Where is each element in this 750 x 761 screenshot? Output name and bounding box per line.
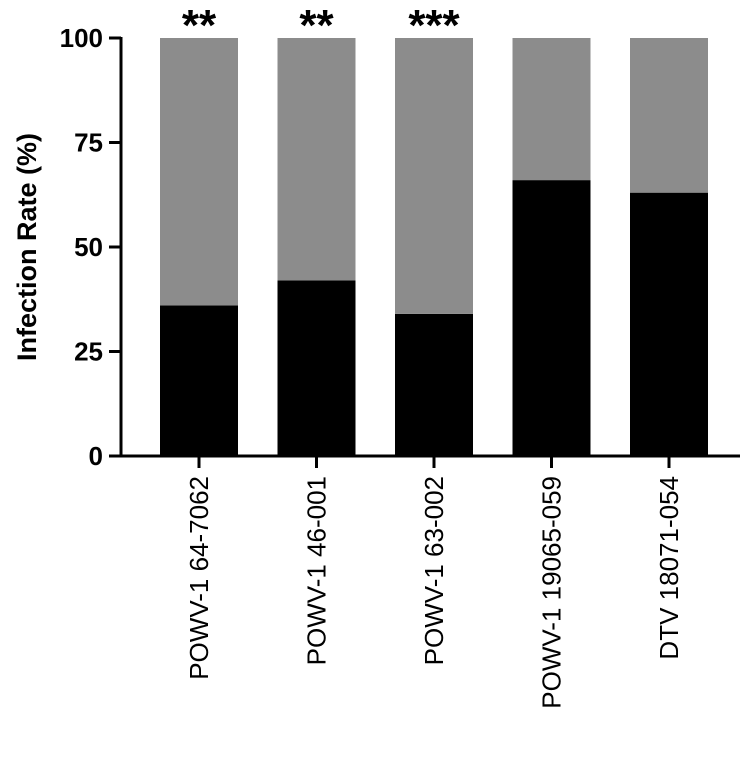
bar-segment-1-5: [630, 192, 708, 456]
bar-segment-2-2: [277, 38, 356, 281]
significance-annotation: ***: [408, 1, 460, 50]
bar-segment-2-1: [160, 38, 238, 306]
significance-annotation: **: [299, 1, 334, 50]
y-tick-label: 0: [89, 441, 103, 471]
y-tick-label: 75: [74, 128, 103, 158]
bar-segment-2-4: [512, 38, 591, 181]
y-tick-label: 100: [60, 23, 103, 53]
x-tick-label: POWV-1 64-7062: [184, 476, 214, 680]
bar-segment-2-5: [630, 38, 708, 193]
x-tick-label: POWV-1 63-002: [419, 476, 449, 665]
bar-segment-1-3: [395, 313, 473, 456]
x-tick-label: POWV-1 19065-059: [537, 476, 567, 709]
bar-segment-1-2: [277, 280, 356, 456]
bar-segment-1-1: [160, 305, 238, 456]
bar-segment-2-3: [395, 38, 473, 314]
significance-annotation: **: [182, 1, 217, 50]
y-tick-label: 50: [74, 232, 103, 262]
bar-segment-1-4: [512, 180, 591, 456]
labels-group: POWV-1 64-7062 ** POWV-1 46-001 ** POWV-1 63…: [60, 1, 684, 709]
y-tick-label: 25: [74, 337, 103, 367]
y-axis-label: Infection Rate (%): [12, 133, 42, 361]
x-tick-label: DTV 18071-054: [654, 476, 684, 660]
axes-group: [109, 36, 740, 468]
x-tick-label: POWV-1 46-001: [302, 476, 332, 665]
bars-group: [160, 38, 708, 456]
